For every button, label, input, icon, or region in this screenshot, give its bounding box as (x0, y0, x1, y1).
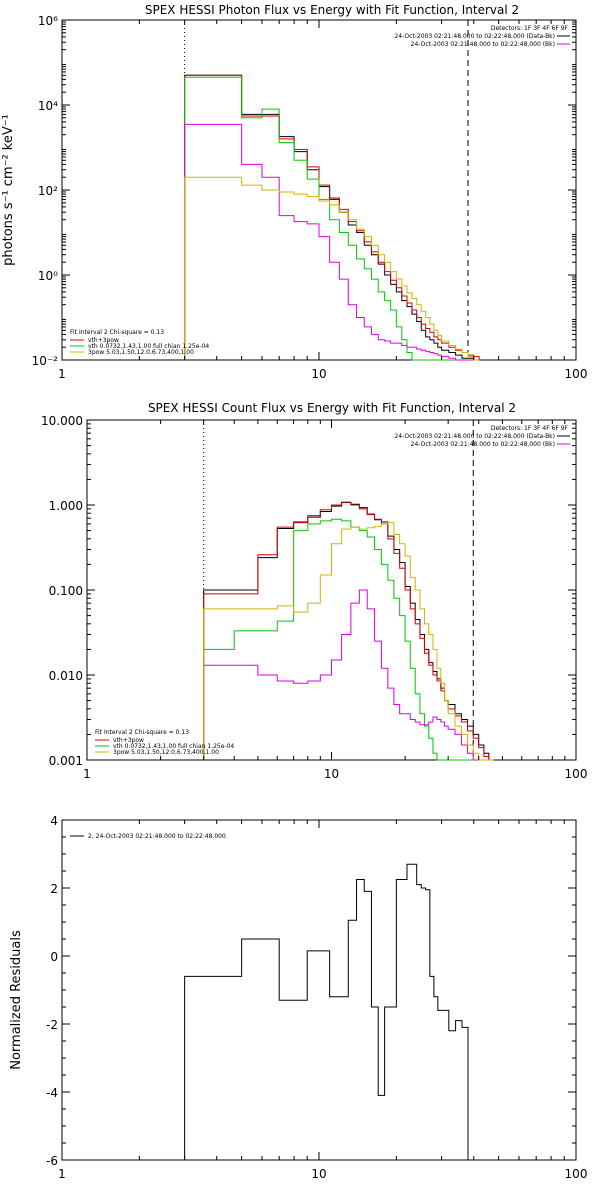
residuals-legend: 2, 24-Oct-2003 02:21:48.000 to 02:22:48.… (88, 833, 226, 840)
photon-series-yellow (184, 176, 480, 361)
count-series-red (203, 501, 494, 761)
residual-series-black (184, 863, 469, 1160)
count-y-tick-label: 1.000 (49, 499, 83, 513)
photon-legend-detectors: Detectors: 1F 3F 4F 6F 9F (491, 25, 569, 32)
count-y-tick-label: 0.100 (49, 584, 83, 598)
count-flux-panel: SPEX HESSI Count Flux vs Energy with Fit… (41, 401, 587, 781)
photon-y-tick-label: 10⁻² (32, 354, 59, 368)
residual-y-tick-label: -4 (46, 1086, 58, 1100)
photon-fit-legend-vth3pow: vth+3pow (88, 337, 119, 344)
photon-flux-title: SPEX HESSI Photon Flux vs Energy with Fi… (145, 3, 519, 17)
photon-y-tick-label: 10⁶ (38, 14, 58, 28)
residual-y-tick-label: 4 (50, 814, 58, 828)
count-legend-data-bk: 24-Oct-2003 02:21:48.000 to 02:22:48.000… (394, 433, 555, 440)
count-y-tick-label: 0.001 (49, 754, 83, 768)
photon-x-tick-label: 10 (311, 367, 326, 381)
count-series-magenta (203, 589, 494, 761)
count-fit-legend-vth3pow: vth+3pow (113, 737, 144, 744)
photon-fit-legend-3pow: 3pow 5.03,1.50,12.0,6.73,400,1.00 (88, 349, 194, 356)
residual-y-tick-label: 2 (50, 882, 58, 896)
photon-y-tick-label: 10² (38, 184, 58, 198)
photon-fit-legend-title: Fit Interval 2 Chi-square = 0.13 (70, 329, 164, 336)
residuals-plot-frame (61, 819, 577, 1161)
count-legend-detectors: Detectors: 1F 3F 4F 6F 9F (491, 425, 569, 432)
residual-y-tick-label: -2 (46, 1018, 58, 1032)
count-fit-legend-title: Fit Interval 2 Chi-square = 0.13 (95, 729, 189, 736)
residual-x-tick-label: 1 (58, 1167, 66, 1181)
count-x-tick-label: 100 (565, 767, 588, 781)
photon-series-magenta (184, 123, 480, 361)
count-legend-bk: 24-Oct-2003 02:21:48.000 to 02:22:48.000… (411, 441, 555, 448)
photon-flux-ylabel: photons s⁻¹ cm⁻² keV⁻¹ (1, 114, 16, 266)
count-series-yellow (203, 522, 494, 761)
photon-series-black (184, 74, 480, 361)
residual-x-tick-label: 100 (565, 1167, 588, 1181)
photon-flux-panel: SPEX HESSI Photon Flux vs Energy with Fi… (1, 3, 587, 381)
photon-legend-bk: 24-Oct-2003 02:21:48.000 to 02:22:48.000… (411, 41, 555, 48)
count-flux-plot-frame (86, 419, 577, 761)
count-series-green (203, 518, 494, 761)
count-fit-legend-3pow: 3pow 5.03,1.50,12.0,6.73,400,1.00 (113, 749, 219, 756)
count-x-tick-label: 1 (83, 767, 91, 781)
photon-series-red (184, 74, 480, 360)
count-flux-title: SPEX HESSI Count Flux vs Energy with Fit… (148, 401, 516, 415)
count-x-tick-label: 10 (324, 767, 339, 781)
residual-y-tick-label: 0 (50, 950, 58, 964)
photon-x-tick-label: 100 (565, 367, 588, 381)
photon-fit-legend-vth: vth 0.0732,1.43,1.00 full chian 1.25e-04 (88, 343, 209, 350)
residuals-panel: Normalized Residuals 1 10 100 -6 -4 -2 0 2 4 2, … (9, 814, 587, 1181)
photon-y-tick-label: 10⁴ (38, 99, 58, 113)
count-y-tick-label: 10.000 (41, 414, 83, 428)
residual-x-tick-label: 10 (311, 1167, 326, 1181)
photon-x-tick-label: 1 (58, 367, 66, 381)
photon-series-green (184, 76, 480, 361)
residuals-ylabel: Normalized Residuals (9, 930, 24, 1070)
photon-y-tick-label: 10⁰ (38, 269, 58, 283)
photon-legend-data-bk: 24-Oct-2003 02:21:48.000 to 02:22:48.000… (394, 33, 555, 40)
count-fit-legend-vth: vth 0.0732,1.43,1.00 full chian 1.25e-04 (113, 743, 234, 750)
residual-y-tick-label: -6 (46, 1154, 58, 1168)
count-y-tick-label: 0.010 (49, 669, 83, 683)
